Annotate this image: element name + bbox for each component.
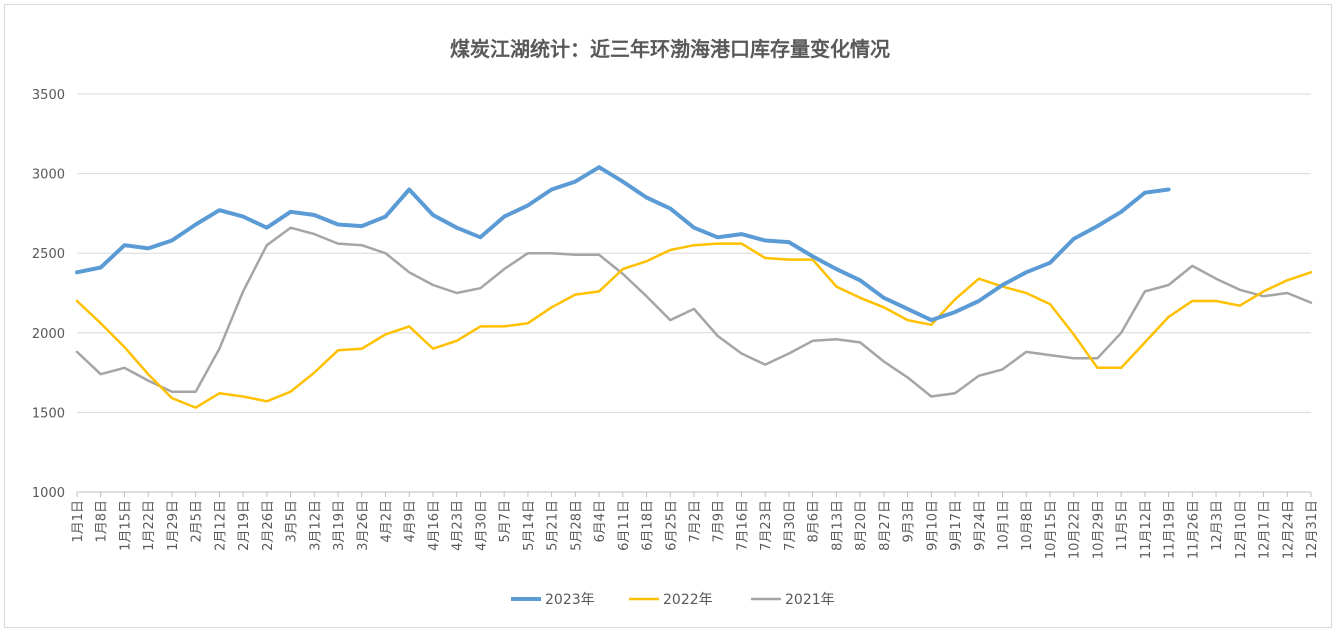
- x-tick-label: 9月24日: [973, 500, 988, 551]
- y-tick-label: 1500: [32, 406, 65, 421]
- x-tick-label: 10月15日: [1044, 500, 1059, 559]
- legend-label: 2023年: [545, 592, 595, 608]
- x-tick-label: 9月17日: [949, 500, 964, 551]
- x-tick-label: 7月9日: [712, 500, 727, 543]
- x-tick-label: 1月29日: [166, 500, 181, 551]
- legend: 2023年 2022年 2021年: [511, 592, 835, 608]
- x-tick-label: 4月16日: [427, 500, 442, 551]
- x-tick-label: 12月10日: [1234, 500, 1249, 559]
- series-line-2022年: [75, 242, 1313, 409]
- series-line-2023年: [75, 165, 1171, 323]
- x-tick-label: 7月2日: [688, 500, 703, 543]
- x-tick-label: 12月24日: [1281, 500, 1296, 559]
- x-tick-label: 5月14日: [522, 500, 537, 551]
- x-tick-label: 1月15日: [118, 500, 133, 551]
- x-tick-label: 10月8日: [1020, 500, 1035, 551]
- x-tick-label: 12月3日: [1210, 500, 1225, 551]
- x-tick-label: 5月21日: [546, 500, 561, 551]
- x-tick-label: 12月31日: [1305, 500, 1320, 559]
- y-axis-tick-labels: 1000 1500 2000 2500 3000 3500: [32, 88, 65, 501]
- x-tick-label: 7月16日: [735, 500, 750, 551]
- y-tick-label: 3000: [32, 168, 65, 183]
- x-axis-tick-labels: 1月1日 1月8日 1月15日 1月22日 1月29日 2月5日 2月12日 2月19日 2月2…: [71, 500, 1320, 559]
- x-tick-label: 8月20日: [854, 500, 869, 551]
- x-tick-label: 10月29日: [1091, 500, 1106, 559]
- x-tick-label: 3月19日: [332, 500, 347, 551]
- line-chart: 煤炭江湖统计：近三年环渤海港口库存量变化情况 1000 1500 2000 2500 3…: [32, 37, 1320, 608]
- x-tick-label: 3月12日: [308, 500, 323, 551]
- x-tick-label: 11月26日: [1186, 500, 1201, 559]
- x-tick-label: 9月3日: [902, 500, 917, 543]
- x-tick-label: 1月1日: [71, 500, 86, 543]
- x-tick-label: 4月30日: [474, 500, 489, 551]
- x-tick-label: 2月12日: [213, 500, 228, 551]
- x-tick-label: 5月28日: [569, 500, 584, 551]
- x-tick-label: 4月9日: [403, 500, 418, 543]
- chart-frame: 煤炭江湖统计：近三年环渤海港口库存量变化情况 1000 1500 2000 2500 3…: [4, 4, 1332, 628]
- series-lines: [75, 165, 1313, 409]
- legend-label: 2021年: [785, 592, 835, 608]
- x-tick-label: 4月2日: [380, 500, 395, 543]
- y-tick-label: 1000: [32, 486, 65, 501]
- x-tick-label: 5月7日: [498, 500, 513, 543]
- x-tick-label: 2月5日: [190, 500, 205, 543]
- x-tick-label: 4月23日: [451, 500, 466, 551]
- x-tick-label: 1月8日: [95, 500, 110, 543]
- x-tick-label: 7月30日: [783, 500, 798, 551]
- x-tick-label: 11月5日: [1115, 500, 1130, 551]
- x-tick-label: 6月25日: [664, 500, 679, 551]
- y-tick-label: 3500: [32, 88, 65, 103]
- y-tick-label: 2000: [32, 327, 65, 342]
- x-tick-label: 1月22日: [142, 500, 157, 551]
- x-tick-label: 6月11日: [617, 500, 632, 551]
- x-tick-label: 7月23日: [759, 500, 774, 551]
- x-tick-label: 11月12日: [1139, 500, 1154, 559]
- x-tick-label: 9月10日: [925, 500, 940, 551]
- x-tick-label: 2月19日: [237, 500, 252, 551]
- y-tick-label: 2500: [32, 247, 65, 262]
- x-tick-label: 6月18日: [641, 500, 656, 551]
- x-tick-label: 3月26日: [356, 500, 371, 551]
- series-line-2021年: [75, 226, 1313, 398]
- x-tick-label: 10月22日: [1068, 500, 1083, 559]
- chart-title: 煤炭江湖统计：近三年环渤海港口库存量变化情况: [450, 37, 890, 61]
- x-tick-label: 8月6日: [807, 500, 822, 543]
- x-tick-label: 12月17日: [1258, 500, 1273, 559]
- x-tick-label: 6月4日: [593, 500, 608, 543]
- legend-label: 2022年: [663, 592, 713, 608]
- x-axis: [76, 491, 1312, 497]
- x-tick-label: 11月19日: [1163, 500, 1178, 559]
- x-tick-label: 2月26日: [261, 500, 276, 551]
- gridlines: [77, 93, 1311, 493]
- x-tick-label: 3月5日: [285, 500, 300, 543]
- x-tick-label: 8月13日: [830, 500, 845, 551]
- x-tick-label: 10月1日: [997, 500, 1012, 551]
- x-tick-label: 8月27日: [878, 500, 893, 551]
